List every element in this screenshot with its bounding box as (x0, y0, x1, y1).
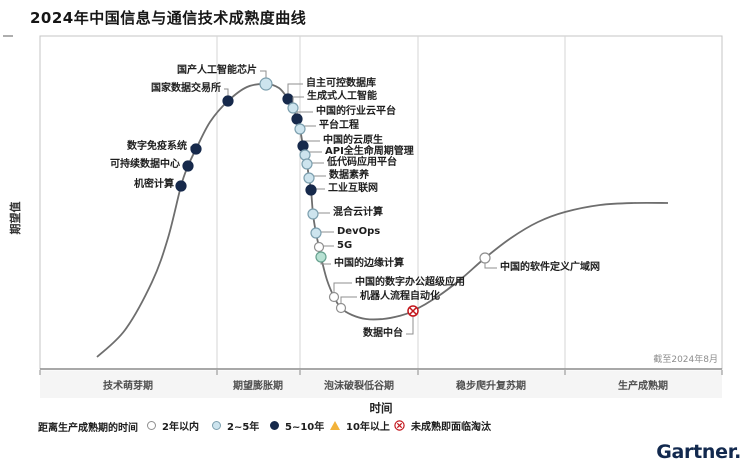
hype-curve (96, 83, 669, 358)
hype-point-dot (287, 102, 299, 114)
page-title: 2024年中国信息与通信技术成熟度曲线 (30, 9, 307, 27)
phase-label-plateau-productivity: 生产成熟期 (618, 381, 668, 392)
phase-label-slope-enlightenment: 稳步爬升复苏期 (456, 381, 526, 392)
hype-point-dot (315, 251, 327, 263)
legend-triangle-icon (330, 421, 340, 430)
x-axis-label: 时间 (369, 401, 393, 415)
hype-point-dot (310, 227, 322, 239)
hype-point-dot (291, 113, 303, 125)
hype-point-dot (282, 93, 294, 105)
hype-point-dot (297, 140, 309, 152)
hype-point-dot (222, 95, 234, 107)
legend-item-label: 2~5年 (227, 422, 260, 433)
legend-circle-lightblue-icon (212, 421, 221, 430)
legend-item-2-5-years: 2~5年 (212, 418, 259, 433)
legend-item-over-10-years: 10年以上 (330, 418, 390, 433)
hype-point-dot (259, 77, 273, 91)
legend-item-label: 2年以内 (162, 422, 199, 433)
hype-point-dot (307, 208, 319, 220)
legend-cross-circle-icon (394, 420, 405, 431)
phase-label-innovation-trigger: 技术萌芽期 (103, 381, 153, 392)
legend-item-obsolete: 未成熟即面临淘汰 (394, 418, 491, 433)
hype-point-dot (313, 241, 325, 253)
legend-item-label: 未成熟即面临淘汰 (411, 422, 491, 433)
hype-point-dot (479, 252, 491, 264)
y-axis-label: 期望值 (9, 201, 22, 235)
hype-point-dot (182, 160, 194, 172)
as-of-note: 截至2024年8月 (653, 355, 718, 365)
hype-point-dot (335, 302, 347, 314)
hype-point-dot (328, 291, 340, 303)
hype-point-dot (299, 149, 311, 161)
legend-item-label: 5~10年 (285, 422, 325, 433)
legend-item-under-2-years: 2年以内 (147, 418, 199, 433)
hype-point-dot (301, 158, 313, 170)
legend: 距离生产成熟期的时间 2年以内 2~5年 5~10年 10年以上 未成熟即面临淘… (0, 418, 750, 434)
hype-point-dot (294, 123, 306, 135)
legend-item-label: 10年以上 (346, 422, 390, 433)
legend-item-5-10-years: 5~10年 (270, 418, 324, 433)
phase-label-peak-expectations: 期望膨胀期 (233, 381, 283, 392)
legend-circle-white-icon (147, 421, 156, 430)
hype-point-dot (305, 184, 317, 196)
phase-band (40, 370, 722, 398)
legend-title: 距离生产成熟期的时间 (38, 423, 138, 434)
gartner-logo: Gartner. (656, 441, 741, 463)
eliminated-x-icon (409, 307, 417, 315)
legend-circle-navy-icon (270, 421, 279, 430)
hype-point-dot (175, 180, 187, 192)
point-connector (406, 311, 414, 335)
hype-point-dot (190, 143, 202, 155)
hype-point-dot (303, 172, 315, 184)
phase-label-trough-disillusionment: 泡沫破裂低谷期 (324, 381, 394, 392)
